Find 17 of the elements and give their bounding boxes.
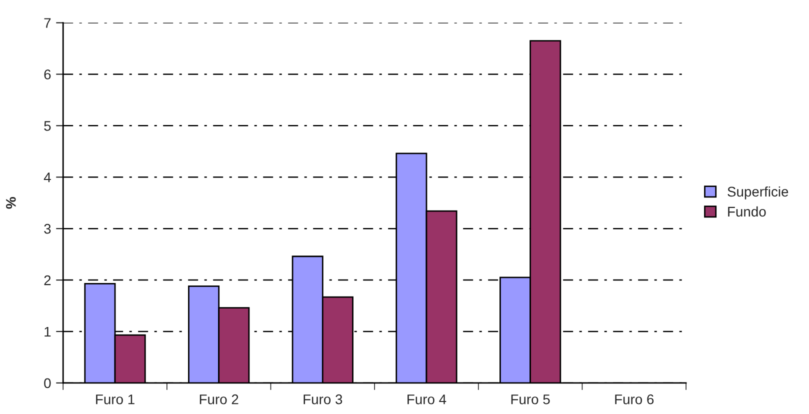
y-axis-title: % xyxy=(6,197,16,209)
y-tick-label: 0 xyxy=(44,378,51,388)
y-tick-label: 1 xyxy=(44,326,51,337)
x-tick-label: Furo 5 xyxy=(511,394,550,404)
x-tick-label: Furo 6 xyxy=(615,394,654,404)
y-tick-label: 7 xyxy=(44,18,51,28)
x-tick-label: Furo 3 xyxy=(304,394,342,404)
y-tick-label: 2 xyxy=(44,275,51,286)
y-tick-label: 6 xyxy=(44,70,51,80)
legend-label: Superficie xyxy=(728,186,788,200)
y-tick-label: 4 xyxy=(44,172,51,182)
x-tick-label: Furo 2 xyxy=(200,394,238,404)
y-tick-label: 3 xyxy=(44,224,51,234)
x-tick-label: Furo 4 xyxy=(408,394,446,404)
legend-label: Fundo xyxy=(728,206,766,217)
y-tick-label: 5 xyxy=(44,121,51,131)
x-tick-label: Furo 1 xyxy=(96,394,134,404)
